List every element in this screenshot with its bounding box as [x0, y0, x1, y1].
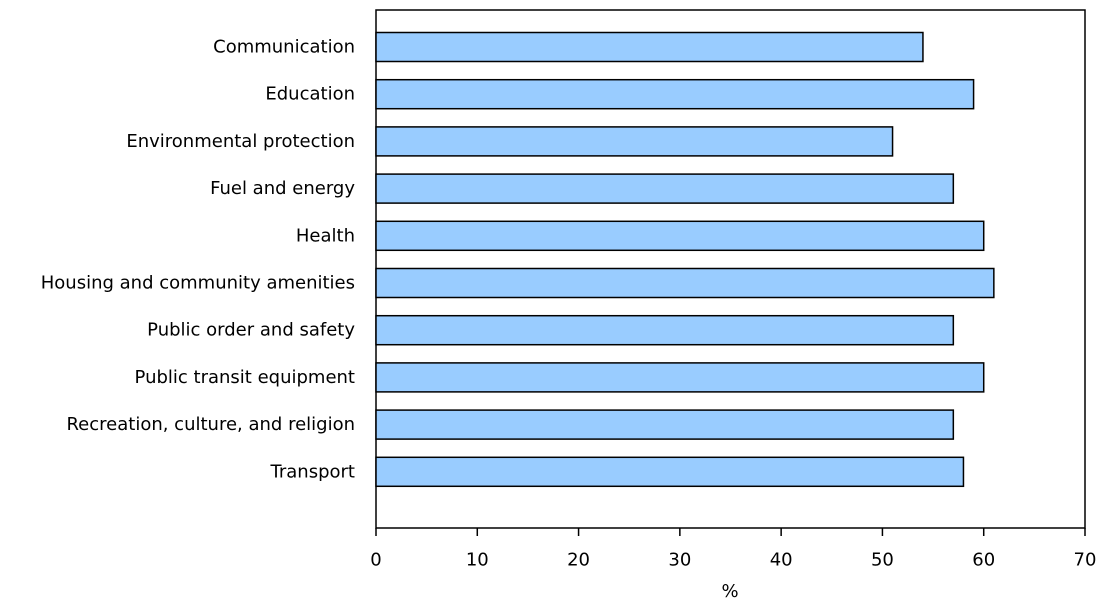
- category-label: Recreation, culture, and religion: [66, 414, 355, 435]
- x-tick-label: 70: [1074, 550, 1097, 571]
- category-labels: Communication Education Environmental prot…: [41, 37, 356, 483]
- x-tick-label: 40: [770, 550, 793, 571]
- bars-group: [375, 31, 995, 488]
- category-label: Health: [296, 225, 355, 246]
- x-axis-title: %: [721, 581, 738, 602]
- x-tick-label: 60: [972, 550, 995, 571]
- x-tick-label: 10: [466, 550, 489, 571]
- bar: [375, 409, 955, 440]
- bar: [375, 173, 955, 204]
- category-label: Transport: [270, 461, 355, 482]
- bar: [375, 362, 985, 393]
- category-label: Housing and community amenities: [41, 273, 355, 294]
- category-label: Education: [265, 84, 355, 105]
- bar: [375, 78, 975, 110]
- bar: [375, 267, 995, 299]
- x-axis-ticks: [375, 528, 1086, 536]
- bar: [375, 31, 924, 63]
- x-tick-label: 0: [370, 550, 381, 571]
- bar: [375, 220, 985, 252]
- bar: [375, 314, 955, 346]
- x-tick-label: 30: [668, 550, 691, 571]
- x-tick-label: 50: [871, 550, 894, 571]
- bar: [375, 126, 894, 157]
- x-tick-label: 20: [567, 550, 590, 571]
- category-label: Public transit equipment: [135, 367, 355, 388]
- category-label: Environmental protection: [126, 131, 355, 152]
- category-label: Communication: [213, 37, 355, 58]
- x-axis-tick-labels: 0 10 20 30 40 50 60 70: [370, 550, 1096, 571]
- bar: [375, 456, 965, 488]
- category-label: Public order and safety: [147, 320, 355, 341]
- category-label: Fuel and energy: [210, 178, 355, 199]
